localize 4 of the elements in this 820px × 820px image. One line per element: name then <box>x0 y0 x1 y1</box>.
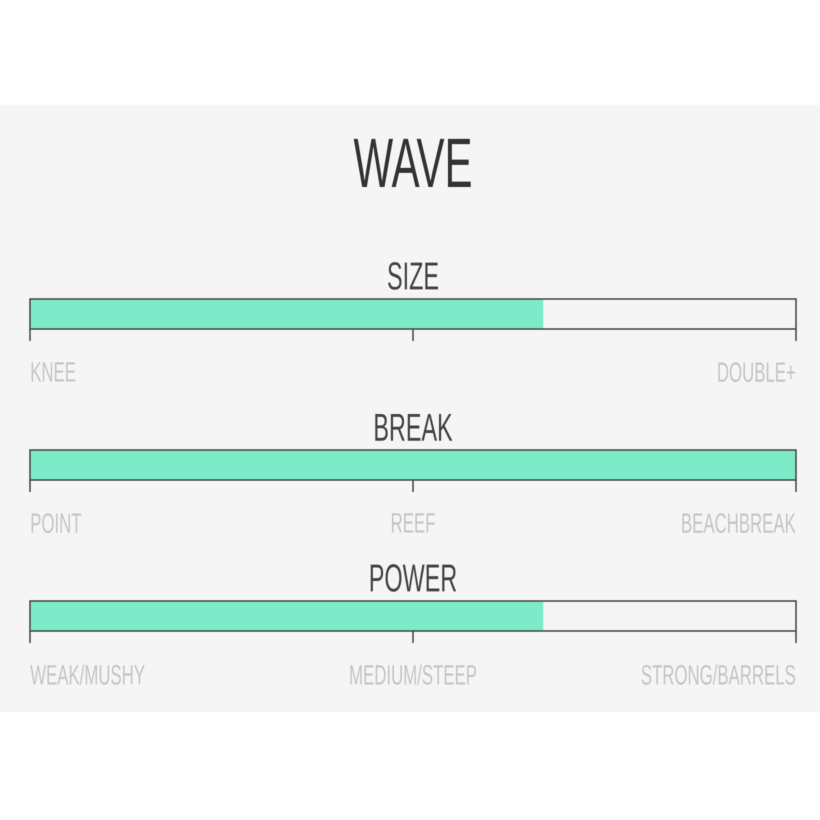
chart-title: WAVE <box>354 138 471 187</box>
y-tick-label: POWER <box>370 564 456 592</box>
y-tick-label: SIZE <box>388 262 438 290</box>
y-tick-label: BREAK <box>375 414 452 441</box>
